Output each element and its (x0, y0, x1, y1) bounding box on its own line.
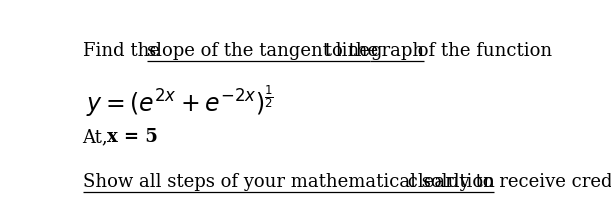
Text: Find the: Find the (82, 42, 166, 60)
Text: to the: to the (320, 42, 384, 60)
Text: graph: graph (370, 42, 424, 60)
Text: slope of the tangent line: slope of the tangent line (147, 42, 370, 60)
Text: clearly to receive credit.: clearly to receive credit. (402, 173, 611, 191)
Text: of the function: of the function (412, 42, 552, 60)
Text: x = 5: x = 5 (107, 128, 158, 146)
Text: At,: At, (82, 128, 114, 146)
Text: $y = \left(e^{2x} + e^{-2x}\right)^{\frac{1}{2}}$: $y = \left(e^{2x} + e^{-2x}\right)^{\fra… (86, 84, 274, 119)
Text: Show all steps of your mathematical solution: Show all steps of your mathematical solu… (82, 173, 494, 191)
